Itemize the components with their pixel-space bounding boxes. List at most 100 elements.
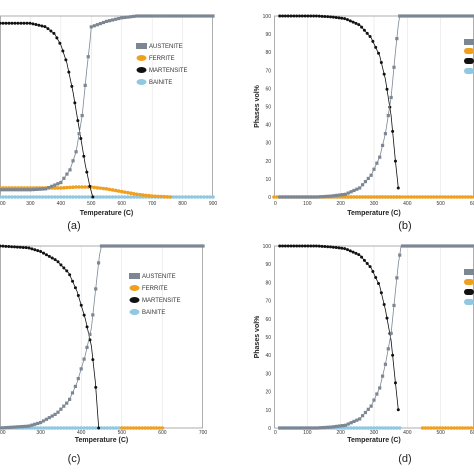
data-point [123,15,127,20]
legend: AUSTENITE FERRITE MARTENSITE BAINITE [129,273,181,316]
data-point [372,426,376,430]
data-point [343,192,348,196]
data-point [79,136,83,140]
data-point [137,426,141,430]
y-tick-label: 70 [265,68,271,74]
legend-marker-fragment [464,289,474,295]
series-martensite [278,14,400,190]
data-point [306,426,310,430]
chart-panel-b: 0 100 200 300 400 500 600 0 10 20 30 40 50 60 70 80 90 10… [254,14,474,232]
data-point [92,24,96,28]
y-tick-label: 10 [265,177,271,183]
data-point [275,195,279,199]
data-point [62,426,66,430]
data-point [71,159,75,163]
data-point [365,31,369,35]
data-point [149,244,153,248]
data-point [466,244,470,248]
x-tick-label: 300 [370,201,379,207]
data-point [101,195,106,199]
data-point [79,426,83,430]
data-point [30,426,34,430]
data-point [67,70,71,74]
data-point [36,249,40,253]
data-point [25,188,29,192]
data-point [300,195,305,199]
data-point [360,25,364,29]
data-point [208,195,212,199]
data-point [135,14,139,18]
data-point [306,14,310,18]
data-point [28,21,32,25]
data-point [64,58,68,62]
data-point [77,185,81,189]
data-point [31,187,36,192]
data-point [119,195,124,199]
data-point [110,195,115,199]
data-point [143,244,147,248]
data-point [131,244,135,248]
data-point [166,244,170,248]
data-point [406,244,410,248]
data-point [162,14,166,18]
data-point [415,195,419,199]
data-point [383,362,388,366]
data-point [126,15,130,19]
data-point [71,185,75,190]
data-point [160,426,165,430]
data-point [68,168,72,172]
data-point [98,195,103,199]
data-point [171,195,176,199]
data-point [395,426,399,430]
data-point [309,426,313,430]
data-point [44,253,48,257]
data-point [162,194,167,199]
data-point [21,424,25,429]
data-point [309,195,313,199]
series-austenite [0,14,215,192]
data-point [446,14,450,18]
data-point [309,244,313,248]
data-point [120,16,124,20]
data-point [149,426,153,430]
data-point [140,244,144,248]
data-point [147,14,151,18]
data-point [65,195,69,199]
data-point [108,426,112,430]
data-point [141,14,145,18]
data-point [79,303,83,307]
data-point [358,417,362,421]
data-point [117,426,121,430]
data-point [211,195,215,199]
data-point [177,195,182,199]
data-point [0,188,2,192]
series-martensite [0,21,95,199]
data-point [300,426,305,430]
data-point [377,426,382,430]
data-point [374,45,378,49]
series-line-austenite [279,245,474,429]
x-tick-label: 500 [118,430,127,436]
data-point [7,245,11,249]
data-point [391,129,395,133]
data-point [88,332,92,336]
data-point [278,426,282,430]
data-point [420,195,425,199]
data-point [312,14,316,18]
data-point [22,21,26,25]
data-point [435,14,439,18]
data-point [351,250,355,254]
x-tick-label: 400 [403,430,412,436]
x-tick-label: 400 [403,201,412,207]
data-point [365,261,369,265]
data-point [440,14,445,18]
data-point [363,195,368,199]
data-point [113,188,118,193]
y-axis-label: Phases vol% [254,315,261,359]
data-point [46,27,50,31]
data-point [95,195,100,199]
data-point [345,18,349,22]
data-point [128,426,133,430]
data-point [141,193,145,197]
data-point [298,426,302,430]
